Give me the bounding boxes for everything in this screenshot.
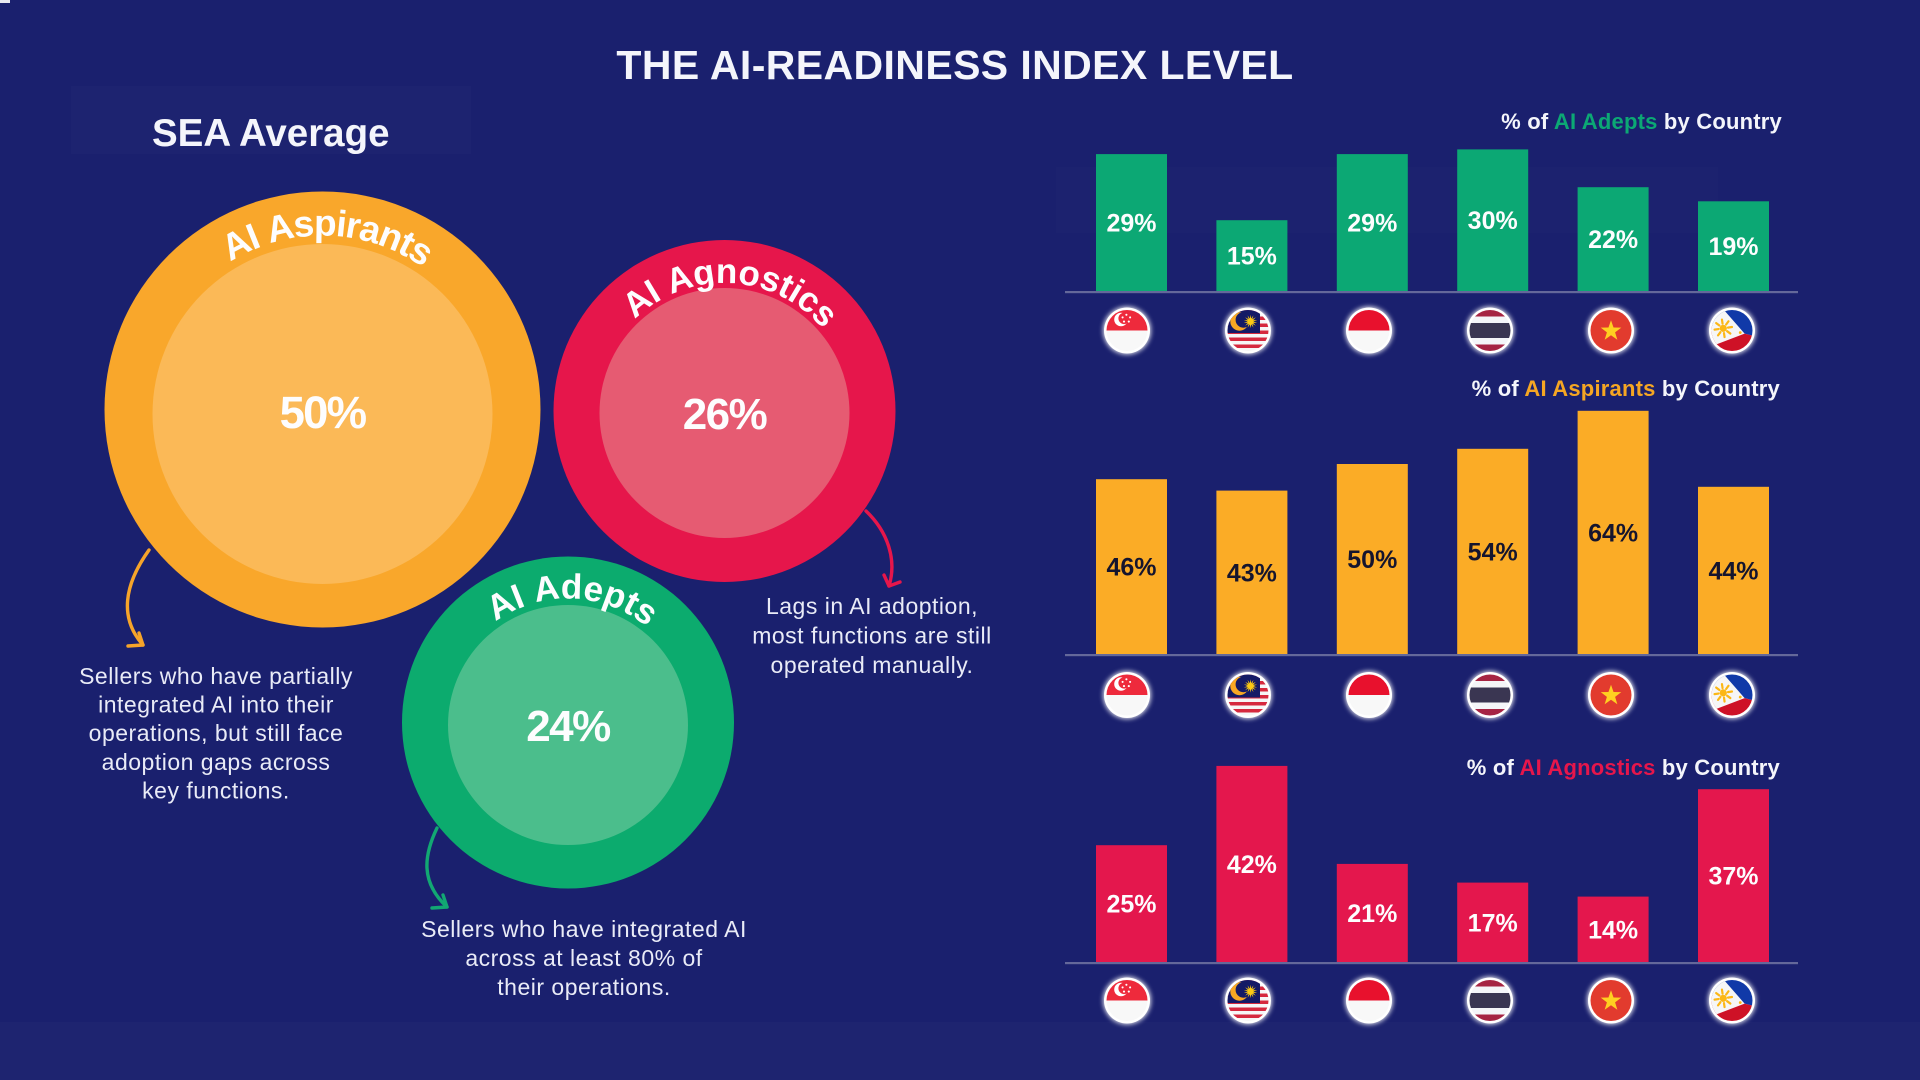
svg-text:most functions are still: most functions are still [752,623,992,649]
svg-text:their operations.: their operations. [497,974,670,1000]
svg-text:14%: 14% [1588,916,1638,944]
svg-text:% of AI Agnostics by Country: % of AI Agnostics by Country [1467,755,1781,780]
svg-text:42%: 42% [1227,851,1277,879]
svg-text:29%: 29% [1347,210,1397,238]
svg-text:operations, but still face: operations, but still face [89,720,344,746]
svg-text:adoption gaps across: adoption gaps across [102,749,331,775]
svg-text:50%: 50% [1347,546,1397,574]
svg-text:SEA Average: SEA Average [152,112,390,155]
svg-text:44%: 44% [1708,557,1758,585]
svg-text:21%: 21% [1347,900,1397,928]
svg-text:operated manually.: operated manually. [771,652,974,678]
svg-text:29%: 29% [1106,210,1156,238]
svg-text:Sellers who have integrated AI: Sellers who have integrated AI [421,916,747,942]
svg-text:THE AI-READINESS INDEX LEVEL: THE AI-READINESS INDEX LEVEL [616,42,1293,88]
svg-text:d: d [560,567,582,607]
svg-text:Sellers who have partially: Sellers who have partially [79,663,353,689]
svg-text:25%: 25% [1106,891,1156,919]
svg-text:24%: 24% [526,702,610,751]
svg-text:30%: 30% [1468,207,1518,235]
svg-text:37%: 37% [1708,863,1758,891]
svg-text:43%: 43% [1227,559,1277,587]
svg-text:key functions.: key functions. [142,777,290,803]
svg-text:46%: 46% [1106,554,1156,582]
svg-text:A: A [531,567,562,610]
svg-text:across at least 80% of: across at least 80% of [465,945,702,971]
svg-text:n: n [716,252,738,291]
svg-text:15%: 15% [1227,243,1277,271]
svg-text:19%: 19% [1708,233,1758,261]
svg-text:% of AI Adepts by Country: % of AI Adepts by Country [1501,109,1782,134]
svg-text:Lags in AI adoption,: Lags in AI adoption, [766,593,978,619]
svg-text:r: r [343,204,364,247]
svg-text:50%: 50% [280,387,367,438]
svg-text:p: p [314,202,337,243]
svg-text:% of AI Aspirants by Country: % of AI Aspirants by Country [1472,376,1781,401]
svg-text:i: i [334,203,348,245]
svg-text:integrated AI into their: integrated AI into their [98,692,334,718]
svg-text:17%: 17% [1468,909,1518,937]
svg-text:26%: 26% [683,390,767,439]
svg-text:54%: 54% [1468,538,1518,566]
svg-text:s: s [291,203,316,246]
svg-text:22%: 22% [1588,226,1638,254]
svg-text:64%: 64% [1588,519,1638,547]
